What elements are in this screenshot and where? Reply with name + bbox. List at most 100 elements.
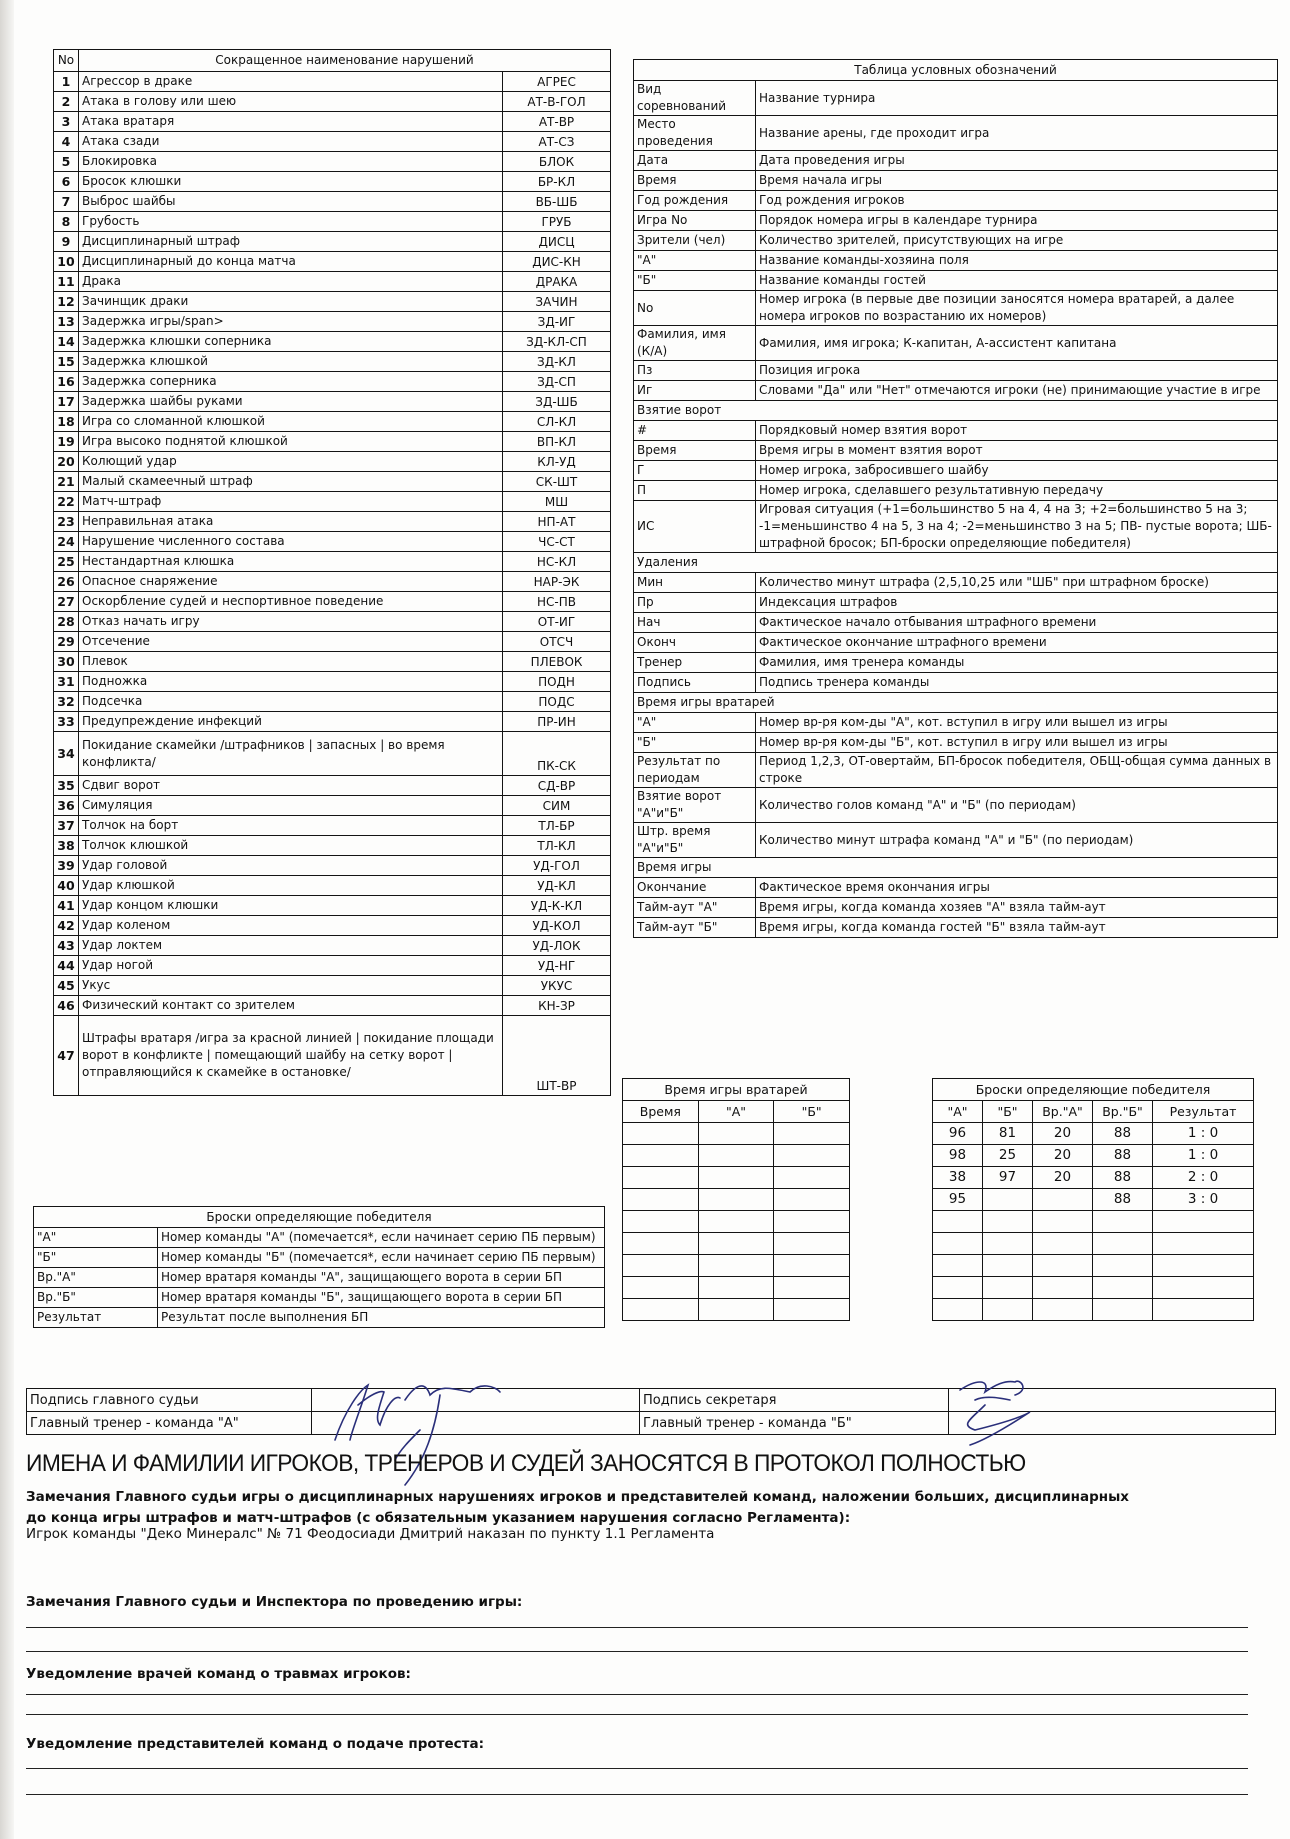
shootout-cell[interactable] (932, 1254, 983, 1277)
protest-notice-line[interactable] (26, 1768, 1248, 1769)
goalie-time-cell[interactable] (773, 1298, 850, 1321)
shootout-cell[interactable]: 96 (932, 1122, 983, 1145)
violation-row: 3 Атака вратаря АТ-ВР (53, 111, 611, 132)
shootout-cell[interactable]: 97 (982, 1166, 1033, 1189)
goalie-time-cell[interactable] (622, 1254, 699, 1277)
violation-name: Физический контакт со зрителем (78, 995, 503, 1016)
legend-label: Штр. время "А"и"Б" (633, 822, 756, 858)
shootout-cell[interactable]: 20 (1032, 1166, 1093, 1189)
goalie-time-cell[interactable] (622, 1298, 699, 1321)
goalie-time-cell[interactable] (622, 1166, 699, 1189)
shootout-cell[interactable] (1092, 1298, 1153, 1321)
shootout-cell[interactable]: 25 (982, 1144, 1033, 1167)
coach-b-signature-field[interactable] (948, 1411, 1276, 1435)
shootout-cell[interactable] (1032, 1298, 1093, 1321)
goalie-time-cell[interactable] (697, 1254, 775, 1277)
goalie-time-cell[interactable] (622, 1210, 699, 1233)
shootout-legend-description: Номер вратаря команды "А", защищающего в… (157, 1267, 605, 1288)
shootout-cell[interactable] (932, 1298, 983, 1321)
shootout-cell[interactable]: 1 : 0 (1152, 1144, 1254, 1167)
inspector-remarks-line[interactable] (26, 1651, 1248, 1652)
inspector-remarks-line[interactable] (26, 1627, 1248, 1628)
goalie-time-cell[interactable] (773, 1188, 850, 1211)
goalie-time-cell[interactable] (773, 1166, 850, 1189)
shootout-cell[interactable] (982, 1254, 1033, 1277)
shootout-cell[interactable] (982, 1210, 1033, 1233)
shootout-cell[interactable] (932, 1276, 983, 1299)
legend-description: Время игры, когда команда хозяев "А" взя… (755, 897, 1278, 918)
shootout-cell[interactable]: 88 (1092, 1144, 1153, 1167)
shootout-cell[interactable]: 38 (932, 1166, 983, 1189)
protest-notice-line[interactable] (26, 1794, 1248, 1795)
shootout-cell[interactable] (1032, 1210, 1093, 1233)
remarks-text[interactable]: Игрок команды "Деко Минералс" № 71 Феодо… (26, 1526, 715, 1542)
legend-label: Результат по периодам (633, 752, 756, 788)
shootout-cell[interactable] (982, 1298, 1033, 1321)
shootout-cell[interactable] (1152, 1276, 1254, 1299)
goalie-time-cell[interactable] (697, 1276, 775, 1299)
shootout-cell[interactable]: 81 (982, 1122, 1033, 1145)
shootout-cell[interactable] (1092, 1254, 1153, 1277)
chief-referee-signature-field[interactable] (311, 1388, 640, 1412)
shootout-cell[interactable]: 20 (1032, 1144, 1093, 1167)
violation-number: 13 (53, 311, 79, 332)
goalie-time-cell[interactable] (773, 1254, 850, 1277)
shootout-cell[interactable]: 2 : 0 (1152, 1166, 1254, 1189)
shootout-cell[interactable]: 20 (1032, 1122, 1093, 1145)
goalie-time-cell[interactable] (622, 1144, 699, 1167)
goalie-time-cell[interactable] (622, 1122, 699, 1145)
legend-label: Окончание (633, 877, 756, 898)
goalie-time-cell[interactable] (697, 1188, 775, 1211)
shootout-cell[interactable] (1152, 1254, 1254, 1277)
remarks-label-line-2: до конца игры штрафов и матч-штрафов (с … (26, 1510, 851, 1526)
shootout-cell[interactable] (932, 1210, 983, 1233)
legend-row: Штр. время "А"и"Б" Количество минут штраф… (633, 822, 1278, 858)
coach-a-signature-field[interactable] (311, 1411, 640, 1435)
shootout-cell[interactable] (982, 1188, 1033, 1211)
shootout-cell[interactable]: 88 (1092, 1166, 1153, 1189)
legend-description: Время игры в момент взятия ворот (755, 440, 1278, 461)
goalie-time-row (622, 1144, 850, 1167)
shootout-cell[interactable] (1032, 1276, 1093, 1299)
shootout-cell[interactable] (1092, 1276, 1153, 1299)
shootout-cell[interactable] (1152, 1232, 1254, 1255)
shootout-cell[interactable]: 1 : 0 (1152, 1122, 1254, 1145)
goalie-time-cell[interactable] (697, 1210, 775, 1233)
doctors-notice-line[interactable] (26, 1694, 1248, 1695)
shootout-cell[interactable] (932, 1232, 983, 1255)
shootout-cell[interactable] (1152, 1210, 1254, 1233)
violation-row: 15 Задержка клюшкой ЗД-КЛ (53, 351, 611, 372)
goalie-time-cell[interactable] (697, 1166, 775, 1189)
violation-number: 40 (53, 875, 79, 896)
shootout-cell[interactable]: 88 (1092, 1188, 1153, 1211)
shootout-cell[interactable] (1152, 1298, 1254, 1321)
violation-name: Игра высоко поднятой клюшкой (78, 431, 503, 452)
shootout-cell[interactable] (982, 1232, 1033, 1255)
secretary-signature-field[interactable] (948, 1388, 1276, 1412)
shootout-cell[interactable] (1032, 1254, 1093, 1277)
goalie-time-cell[interactable] (773, 1232, 850, 1255)
shootout-cell[interactable] (1032, 1188, 1093, 1211)
goalie-time-cell[interactable] (697, 1232, 775, 1255)
shootout-cell[interactable] (1092, 1232, 1153, 1255)
goalie-time-cell[interactable] (773, 1276, 850, 1299)
violation-row: 38 Толчок клюшкой ТЛ-КЛ (53, 835, 611, 856)
goalie-time-cell[interactable] (622, 1232, 699, 1255)
shootout-cell[interactable]: 88 (1092, 1122, 1153, 1145)
shootout-cell[interactable]: 95 (932, 1188, 983, 1211)
goalie-time-cell[interactable] (697, 1122, 775, 1145)
goalie-time-cell[interactable] (622, 1276, 699, 1299)
shootout-cell[interactable]: 3 : 0 (1152, 1188, 1254, 1211)
goalie-time-cell[interactable] (697, 1144, 775, 1167)
shootout-cell[interactable]: 98 (932, 1144, 983, 1167)
goalie-time-cell[interactable] (773, 1122, 850, 1145)
doctors-notice-line[interactable] (26, 1714, 1248, 1715)
goalie-time-cell[interactable] (773, 1210, 850, 1233)
shootout-cell[interactable] (982, 1276, 1033, 1299)
shootout-cell[interactable] (1032, 1232, 1093, 1255)
violation-name: Нестандартная клюшка (78, 551, 503, 572)
goalie-time-cell[interactable] (697, 1298, 775, 1321)
goalie-time-cell[interactable] (622, 1188, 699, 1211)
shootout-cell[interactable] (1092, 1210, 1153, 1233)
goalie-time-cell[interactable] (773, 1144, 850, 1167)
